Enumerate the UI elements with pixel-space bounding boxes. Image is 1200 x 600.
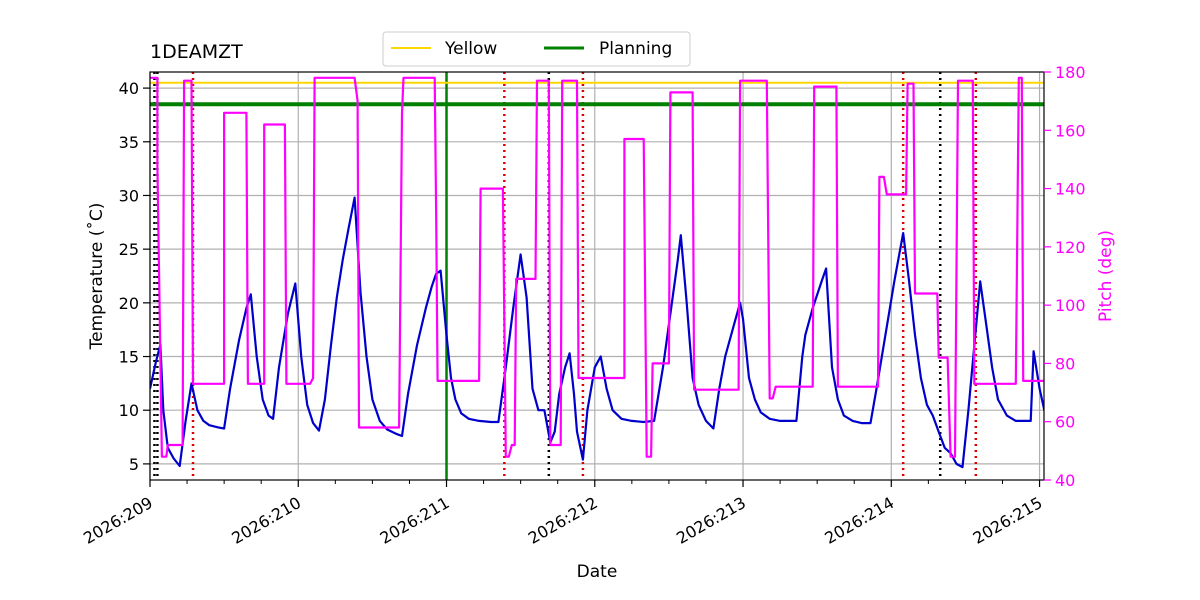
y2-tick-label-6: 160	[1055, 121, 1086, 140]
legend-label-yellow: Yellow	[444, 39, 497, 59]
y2-tick-label-0: 40	[1055, 471, 1075, 490]
y2-tick-label-3: 100	[1055, 296, 1086, 315]
x-tick-label-6: 2026:215	[970, 493, 1046, 548]
x-tick-label-2: 2026:211	[377, 493, 453, 548]
series-line-temperature	[150, 196, 1044, 469]
limit-lines	[150, 81, 1044, 107]
y2-tick-label-5: 140	[1055, 180, 1086, 199]
y2-tick-label-1: 60	[1055, 413, 1075, 432]
y-tick-label-6: 35	[119, 133, 139, 152]
y-tick-label-3: 20	[119, 294, 139, 313]
x-tick-label-0: 2026:209	[80, 493, 156, 548]
y2-tick-label-4: 120	[1055, 238, 1086, 257]
y-tick-label-5: 30	[119, 186, 139, 205]
x-tick-label-4: 2026:213	[673, 493, 749, 548]
plot-frame	[149, 71, 1045, 481]
y-tick-label-7: 40	[119, 79, 139, 98]
chart-title: 1DEAMZT	[150, 41, 243, 63]
data-series	[150, 76, 1044, 469]
y-tick-label-0: 5	[129, 455, 139, 474]
y2-tick-label-7: 180	[1055, 63, 1086, 82]
x-tick-label-5: 2026:214	[821, 493, 897, 548]
y2-tick-label-2: 80	[1055, 354, 1075, 373]
legend-box	[382, 31, 691, 67]
series-line-pitch	[150, 76, 1044, 458]
x-axis-label: Date	[577, 562, 618, 582]
y-tick-label-2: 15	[119, 348, 139, 367]
legend-label-planning: Planning	[599, 39, 672, 59]
legend: Yellow Planning	[382, 31, 691, 67]
x-tick-label-1: 2026:210	[228, 493, 304, 548]
y-tick-label-1: 10	[119, 401, 139, 420]
y-tick-label-4: 25	[119, 240, 139, 259]
y2-axis-label: Pitch (deg)	[1096, 230, 1116, 322]
x-tick-label-3: 2026:212	[525, 493, 601, 548]
y-axis-label: Temperature (˚C)	[86, 203, 107, 351]
